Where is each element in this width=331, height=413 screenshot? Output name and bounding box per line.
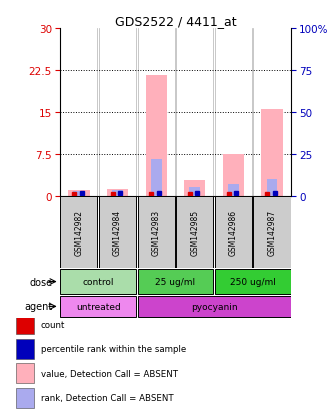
Bar [60, 270, 136, 294]
Bar [189, 188, 200, 196]
Bar [138, 196, 175, 268]
Bar [60, 297, 136, 317]
Bar [99, 196, 136, 268]
Text: GSM142983: GSM142983 [152, 209, 161, 255]
Text: GSM142985: GSM142985 [190, 209, 199, 255]
Text: rank, Detection Call = ABSENT: rank, Detection Call = ABSENT [41, 394, 174, 402]
Text: GSM142986: GSM142986 [229, 209, 238, 255]
Bar [176, 196, 213, 268]
Bar [107, 190, 128, 196]
Bar [17, 314, 34, 335]
Bar [261, 110, 283, 196]
Bar [17, 339, 34, 359]
Bar [254, 196, 291, 268]
Bar [228, 185, 239, 196]
Bar [60, 196, 97, 268]
Text: count: count [41, 320, 65, 329]
Text: 25 ug/ml: 25 ug/ml [155, 278, 196, 286]
Bar [146, 76, 167, 196]
Bar [151, 160, 162, 196]
Bar [73, 191, 84, 196]
Bar [68, 191, 89, 196]
Text: pyocyanin: pyocyanin [191, 302, 237, 311]
Text: percentile rank within the sample: percentile rank within the sample [41, 344, 186, 354]
Text: GSM142987: GSM142987 [267, 209, 276, 255]
Text: 250 ug/ml: 250 ug/ml [230, 278, 276, 286]
Bar [138, 297, 291, 317]
Bar [184, 180, 205, 196]
Bar [215, 196, 252, 268]
Bar [223, 154, 244, 196]
Text: GSM142984: GSM142984 [113, 209, 122, 255]
Bar [17, 363, 34, 383]
Bar [138, 270, 213, 294]
Text: control: control [82, 278, 114, 286]
Text: GSM142982: GSM142982 [74, 209, 83, 255]
Text: value, Detection Call = ABSENT: value, Detection Call = ABSENT [41, 369, 178, 378]
Bar [112, 191, 123, 196]
Text: untreated: untreated [76, 302, 120, 311]
Text: dose: dose [30, 277, 53, 287]
Title: GDS2522 / 4411_at: GDS2522 / 4411_at [115, 15, 236, 28]
Bar [215, 270, 291, 294]
Bar [266, 179, 277, 196]
Text: agent: agent [25, 301, 53, 312]
Bar [17, 388, 34, 408]
